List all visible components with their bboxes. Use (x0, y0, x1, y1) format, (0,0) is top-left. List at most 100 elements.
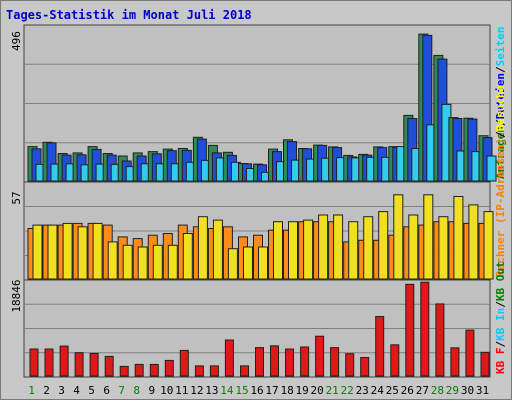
bar-kb-f-day-31 (480, 351, 490, 377)
bar-besuche-day-1 (32, 224, 43, 280)
ytick-label: 57 (10, 191, 23, 204)
ytick-label: 496 (10, 31, 23, 51)
bar-seiten-day-31 (486, 155, 497, 182)
bar-kb-f-day-30 (465, 329, 475, 377)
bar-besuche-day-24 (378, 211, 389, 280)
xtick-day-21: 21 (326, 384, 339, 397)
bar-besuche-day-18 (288, 221, 298, 280)
bar-kb-f-day-22 (345, 353, 355, 377)
bar-kb-f-day-19 (300, 346, 310, 377)
bar-besuche-day-11 (182, 233, 193, 280)
xtick-day-24: 24 (371, 384, 385, 397)
legend-entry: / (494, 131, 507, 138)
bar-kb-f-day-24 (375, 316, 385, 377)
xtick-day-12: 12 (190, 384, 203, 397)
xtick-day-10: 10 (160, 384, 173, 397)
xtick-day-6: 6 (103, 384, 110, 397)
bar-besuche-day-23 (363, 216, 374, 280)
bar-besuche-day-8 (137, 246, 148, 280)
legend-entry: Dateien (494, 73, 507, 119)
legend-entry: KB Out (494, 261, 507, 301)
bar-kb-f-day-25 (390, 344, 400, 377)
bar-kb-f-day-28 (435, 303, 445, 377)
xtick-day-4: 4 (73, 384, 80, 397)
chart-title: Tages-Statistik im Monat Juli 2018 (6, 8, 252, 22)
xtick-day-5: 5 (88, 384, 95, 397)
bar-kb-f-day-3 (59, 345, 69, 377)
legend-entry: Rechner (IP-Adressen) (494, 138, 507, 277)
xtick-day-15: 15 (235, 384, 248, 397)
legend-entry: / (494, 301, 507, 308)
bar-besuche-day-20 (318, 214, 329, 280)
ytick-label: 18846 (10, 279, 23, 312)
bar-kb-f-day-6 (104, 355, 114, 377)
bar-besuche-day-13 (212, 219, 223, 280)
xtick-day-18: 18 (280, 384, 293, 397)
xtick-day-29: 29 (446, 384, 459, 397)
legend-entry: / (494, 341, 507, 348)
bar-kb-f-day-4 (74, 352, 84, 377)
legend-requests: Anfragen/Dateien/Seiten (494, 27, 507, 179)
bar-besuche-day-6 (107, 241, 118, 280)
bar-besuche-day-28 (438, 216, 449, 280)
bar-besuche-day-3 (62, 222, 73, 280)
bar-kb-f-day-27 (420, 281, 430, 377)
xtick-day-14: 14 (220, 384, 234, 397)
bar-kb-f-day-16 (255, 347, 264, 377)
legend-entry: / (494, 66, 507, 73)
bar-besuche-day-17 (273, 221, 283, 280)
bar-besuche-day-16 (258, 246, 268, 280)
bar-besuche-day-21 (333, 214, 344, 280)
bar-besuche-day-4 (77, 226, 88, 280)
bar-kb-f-day-13 (209, 365, 219, 377)
bar-kb-f-day-18 (285, 348, 294, 377)
bar-besuche-day-29 (453, 196, 464, 280)
xtick-day-31: 31 (476, 384, 489, 397)
xtick-day-13: 13 (205, 384, 218, 397)
bar-kb-f-day-10 (164, 359, 174, 377)
legend-entry: Anfragen (494, 126, 507, 179)
xtick-day-17: 17 (265, 384, 278, 397)
legend-traffic: KB F/KB In/KB Out (494, 261, 507, 374)
bar-besuche-day-2 (47, 224, 58, 280)
legend-entry: KB F (494, 348, 507, 375)
bar-besuche-day-12 (197, 216, 208, 280)
bar-kb-f-day-29 (450, 347, 460, 377)
bar-kb-f-day-2 (44, 348, 54, 377)
bar-kb-f-day-14 (224, 339, 234, 377)
xtick-day-20: 20 (310, 384, 323, 397)
bar-kb-f-day-21 (330, 347, 340, 377)
bar-kb-f-day-23 (360, 357, 370, 377)
bar-besuche-day-9 (152, 244, 163, 280)
legend-entry: KB In (494, 308, 507, 341)
xtick-day-16: 16 (250, 384, 263, 397)
xtick-day-27: 27 (416, 384, 429, 397)
xtick-day-1: 1 (28, 384, 35, 397)
bar-kb-f-day-5 (89, 352, 99, 377)
bar-kb-f-day-15 (240, 365, 249, 377)
bar-besuche-day-31 (483, 211, 494, 280)
bar-besuche-day-26 (408, 214, 419, 280)
bar-besuche-day-15 (243, 246, 253, 280)
xtick-day-2: 2 (43, 384, 50, 397)
legend-entry: Seiten (494, 27, 507, 67)
xtick-day-9: 9 (148, 384, 155, 397)
bar-besuche-day-14 (227, 248, 238, 280)
bar-kb-f-day-1 (29, 348, 39, 377)
xtick-day-26: 26 (401, 384, 414, 397)
xtick-day-25: 25 (386, 384, 399, 397)
bar-kb-f-day-12 (194, 365, 204, 377)
bar-besuche-day-30 (468, 204, 479, 280)
xtick-day-7: 7 (118, 384, 125, 397)
bar-besuche-day-25 (393, 194, 404, 280)
xtick-day-11: 11 (175, 384, 188, 397)
bar-besuche-day-10 (167, 244, 178, 280)
bar-besuche-day-19 (303, 219, 314, 280)
xtick-day-22: 22 (341, 384, 354, 397)
legend-entry: Besuche (494, 85, 507, 132)
bar-kb-f-day-8 (134, 363, 144, 377)
xtick-day-19: 19 (295, 384, 308, 397)
legend-entry: / (494, 119, 507, 126)
